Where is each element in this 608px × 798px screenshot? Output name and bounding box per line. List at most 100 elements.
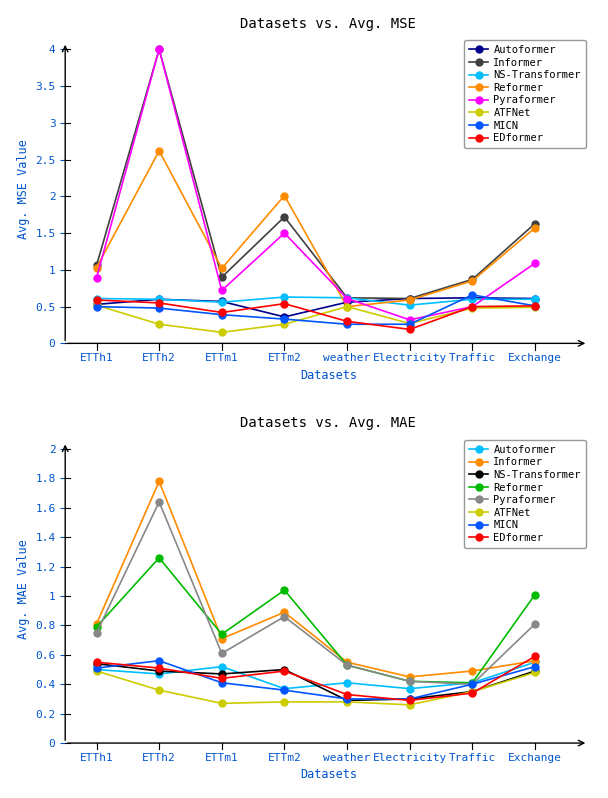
- Reformer: [469, 276, 476, 286]
- EDformer: [469, 302, 476, 311]
- Informer: [156, 476, 163, 486]
- Pyraformer: [281, 228, 288, 238]
- EDformer: [156, 663, 163, 673]
- Informer: [344, 658, 351, 667]
- NS-Transformer: [93, 294, 100, 303]
- ATFNet: [406, 700, 413, 709]
- MICN: [344, 319, 351, 329]
- MICN: [344, 694, 351, 704]
- Autoformer: [156, 670, 163, 679]
- EDformer: [531, 651, 539, 661]
- Autoformer: [531, 294, 539, 303]
- NS-Transformer: [281, 665, 288, 674]
- ATFNet: [406, 318, 413, 328]
- Line: EDformer: EDformer: [93, 653, 539, 704]
- Line: Autoformer: Autoformer: [93, 294, 539, 320]
- Pyraformer: [344, 660, 351, 670]
- MICN: [156, 303, 163, 313]
- X-axis label: Datasets: Datasets: [300, 768, 357, 781]
- Informer: [156, 45, 163, 54]
- Y-axis label: Avg. MSE Value: Avg. MSE Value: [16, 139, 30, 239]
- Autoformer: [218, 662, 226, 671]
- Pyraformer: [156, 497, 163, 507]
- Autoformer: [281, 684, 288, 693]
- EDformer: [93, 658, 100, 667]
- Title: Datasets vs. Avg. MSE: Datasets vs. Avg. MSE: [240, 17, 416, 30]
- Line: MICN: MICN: [93, 658, 539, 702]
- MICN: [281, 685, 288, 695]
- Pyraformer: [531, 619, 539, 629]
- Informer: [93, 619, 100, 629]
- EDformer: [156, 298, 163, 308]
- Legend: Autoformer, Informer, NS-Transformer, Reformer, Pyraformer, ATFNet, MICN, EDform: Autoformer, Informer, NS-Transformer, Re…: [465, 40, 586, 148]
- EDformer: [218, 308, 226, 318]
- EDformer: [406, 696, 413, 705]
- Autoformer: [218, 297, 226, 306]
- Pyraformer: [218, 649, 226, 658]
- MICN: [469, 290, 476, 299]
- Informer: [406, 672, 413, 681]
- Pyraformer: [406, 677, 413, 686]
- Pyraformer: [469, 302, 476, 311]
- MICN: [281, 314, 288, 324]
- EDformer: [281, 666, 288, 676]
- ATFNet: [531, 668, 539, 678]
- EDformer: [531, 301, 539, 310]
- NS-Transformer: [93, 659, 100, 669]
- Pyraformer: [93, 273, 100, 282]
- Pyraformer: [531, 259, 539, 268]
- Autoformer: [93, 299, 100, 309]
- MICN: [218, 678, 226, 688]
- MICN: [531, 662, 539, 671]
- Line: NS-Transformer: NS-Transformer: [93, 294, 539, 309]
- EDformer: [406, 325, 413, 334]
- Reformer: [281, 191, 288, 200]
- Pyraformer: [406, 315, 413, 325]
- Reformer: [469, 678, 476, 688]
- Informer: [531, 219, 539, 228]
- Informer: [469, 275, 476, 284]
- Reformer: [218, 630, 226, 639]
- Pyraformer: [344, 294, 351, 303]
- Reformer: [406, 677, 413, 686]
- Autoformer: [469, 293, 476, 302]
- Title: Datasets vs. Avg. MAE: Datasets vs. Avg. MAE: [240, 417, 416, 430]
- EDformer: [93, 295, 100, 305]
- Line: MICN: MICN: [93, 291, 539, 328]
- Informer: [93, 261, 100, 271]
- MICN: [406, 319, 413, 329]
- Informer: [531, 656, 539, 666]
- MICN: [531, 301, 539, 310]
- NS-Transformer: [218, 298, 226, 307]
- Pyraformer: [156, 45, 163, 54]
- ATFNet: [344, 302, 351, 311]
- ATFNet: [344, 697, 351, 707]
- NS-Transformer: [406, 694, 413, 704]
- Autoformer: [344, 678, 351, 688]
- NS-Transformer: [406, 300, 413, 310]
- NS-Transformer: [531, 666, 539, 676]
- Informer: [469, 666, 476, 676]
- NS-Transformer: [344, 293, 351, 302]
- Autoformer: [406, 684, 413, 693]
- Autoformer: [531, 658, 539, 667]
- Informer: [218, 272, 226, 282]
- EDformer: [344, 689, 351, 699]
- Reformer: [93, 622, 100, 632]
- Autoformer: [344, 298, 351, 307]
- ATFNet: [93, 300, 100, 310]
- Line: ATFNet: ATFNet: [93, 302, 539, 336]
- Pyraformer: [93, 628, 100, 638]
- ATFNet: [281, 697, 288, 707]
- EDformer: [469, 689, 476, 698]
- Reformer: [156, 553, 163, 563]
- Informer: [281, 607, 288, 617]
- Reformer: [218, 263, 226, 273]
- ATFNet: [156, 319, 163, 329]
- Reformer: [344, 302, 351, 311]
- Line: Reformer: Reformer: [93, 555, 539, 686]
- NS-Transformer: [469, 294, 476, 304]
- EDformer: [344, 317, 351, 326]
- ATFNet: [93, 666, 100, 676]
- Line: ATFNet: ATFNet: [93, 668, 539, 709]
